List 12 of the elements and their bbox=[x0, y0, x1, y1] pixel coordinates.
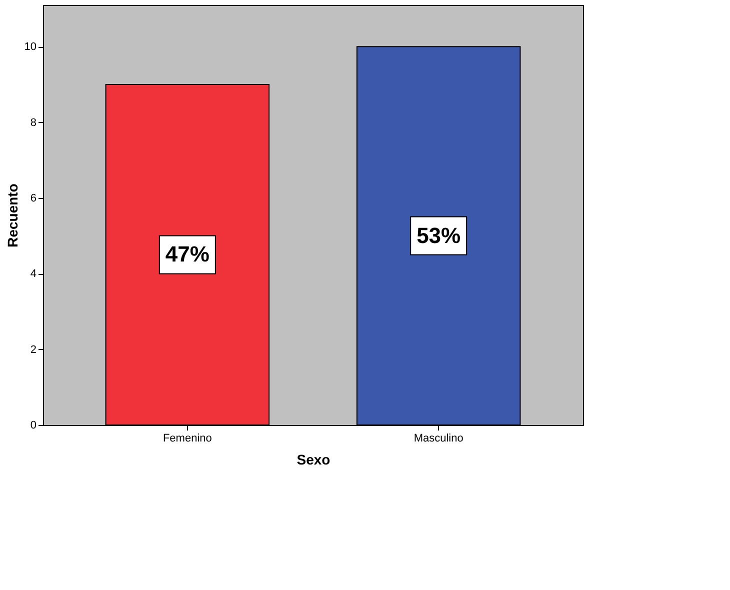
y-axis-title: Recuento bbox=[4, 184, 20, 248]
x-axis-title: Sexo bbox=[296, 452, 330, 468]
x-tick-label: Masculino bbox=[414, 432, 464, 444]
annotation: 53% bbox=[416, 222, 461, 248]
y-tick-label: 10 bbox=[24, 41, 36, 54]
y-tick-label: 6 bbox=[30, 192, 36, 204]
x-tick-label: Femenino bbox=[162, 432, 212, 444]
y-tick-label: 8 bbox=[30, 116, 36, 129]
y-tick-label: 4 bbox=[30, 268, 36, 280]
annotation: 47% bbox=[165, 242, 210, 267]
y-tick-label: 2 bbox=[30, 344, 36, 356]
y-tick-label: 0 bbox=[30, 420, 36, 432]
